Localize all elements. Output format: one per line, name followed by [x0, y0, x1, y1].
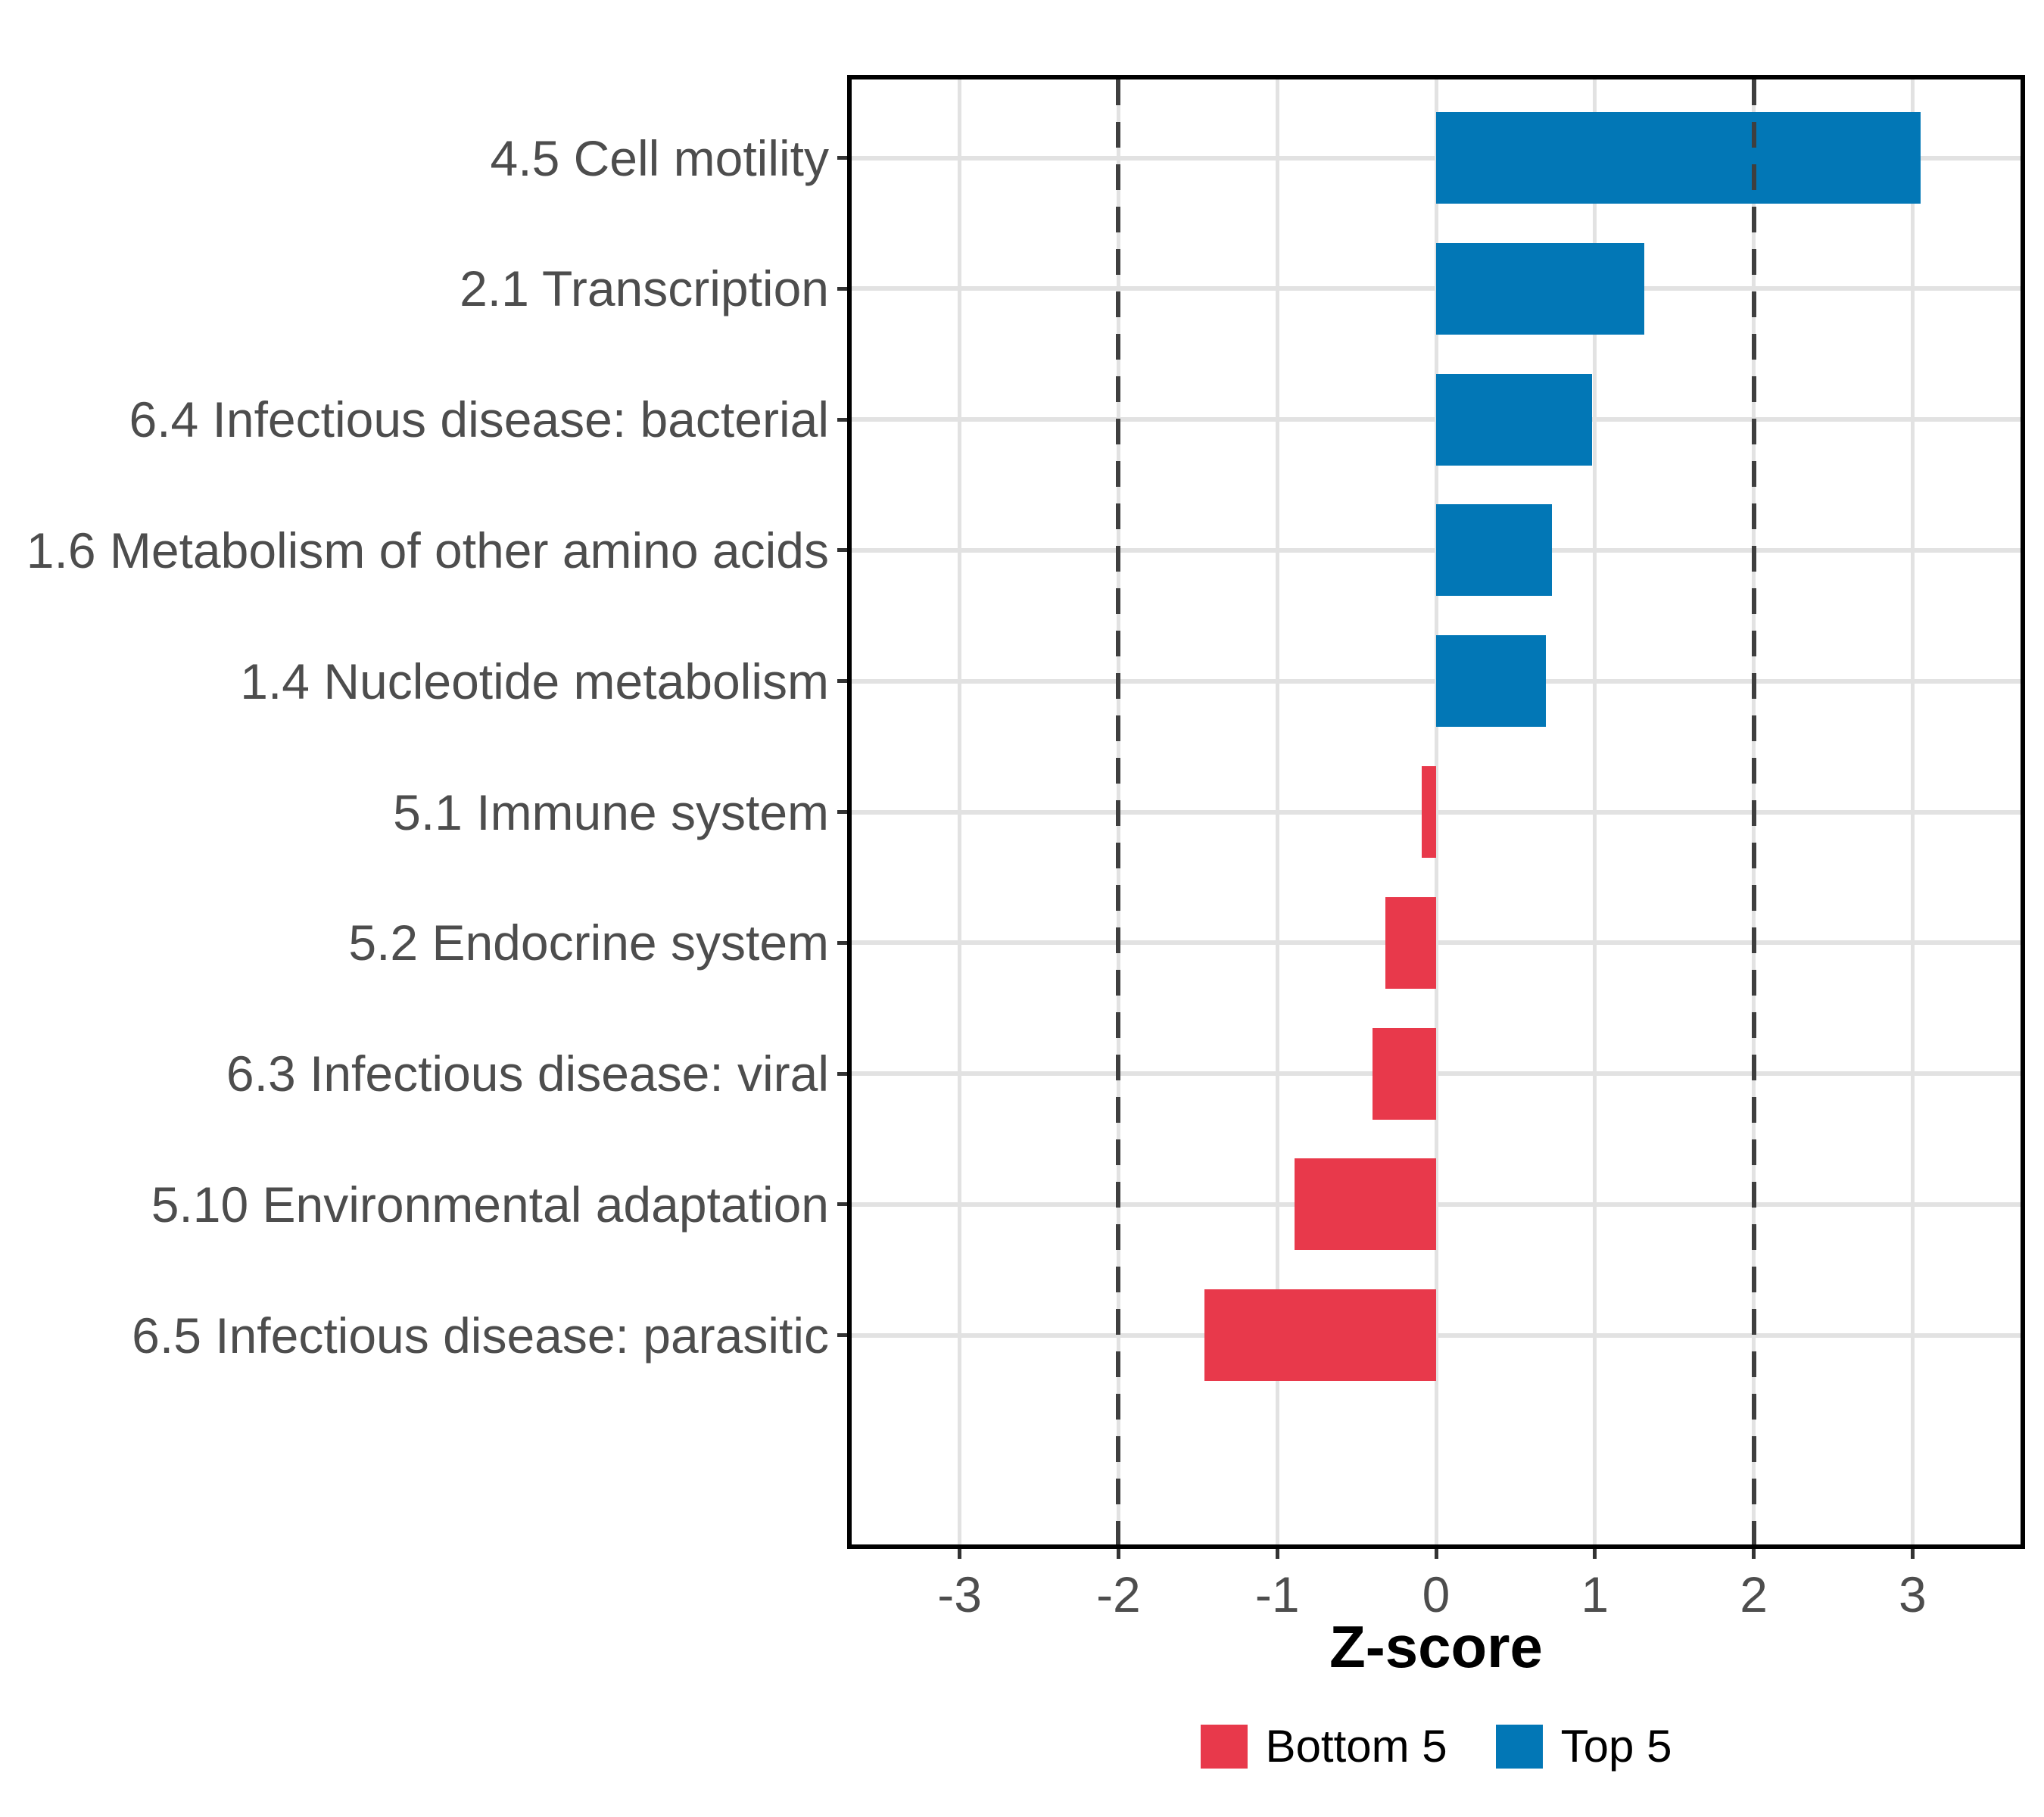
x-axis-tick	[1275, 1549, 1279, 1559]
y-axis-tick	[837, 1202, 847, 1207]
bar-5-10-environmental-adaptation	[1295, 1158, 1436, 1251]
y-axis-tick	[837, 1333, 847, 1338]
bar-6-5-infectious-disease-parasitic	[1204, 1289, 1436, 1382]
x-axis-tick	[958, 1549, 962, 1559]
y-axis-tick	[837, 679, 847, 684]
y-axis-tick	[837, 286, 847, 291]
x-axis-tick	[1434, 1549, 1438, 1559]
legend-swatch	[1200, 1725, 1248, 1769]
legend-label: Bottom 5	[1265, 1721, 1447, 1772]
y-axis-tick	[837, 1071, 847, 1076]
gridline-vertical	[1910, 79, 1915, 1544]
gridline-vertical	[1434, 79, 1438, 1544]
x-tick-label: 1	[1581, 1566, 1609, 1622]
gridline-vertical	[1593, 79, 1597, 1544]
y-tick-label: 2.1 Transcription	[460, 260, 829, 317]
gridline-vertical	[958, 79, 962, 1544]
legend-swatch	[1495, 1725, 1543, 1769]
y-tick-label: 6.5 Infectious disease: parasitic	[132, 1307, 829, 1364]
reference-line	[1116, 79, 1121, 1544]
bar-6-3-infectious-disease-viral	[1373, 1027, 1436, 1120]
y-axis-tick	[837, 810, 847, 814]
y-tick-label: 6.4 Infectious disease: bacterial	[129, 391, 829, 448]
bar-1-6-metabolism-of-other-amino-acids	[1436, 504, 1553, 597]
x-tick-label: -2	[1096, 1566, 1141, 1622]
x-tick-label: 0	[1422, 1566, 1450, 1622]
y-axis-tick	[837, 548, 847, 553]
bar-2-1-transcription	[1436, 242, 1644, 335]
y-tick-label: 4.5 Cell motility	[490, 129, 829, 186]
bar-5-2-endocrine-system	[1385, 896, 1436, 989]
x-axis-tick	[1910, 1549, 1915, 1559]
x-tick-label: -1	[1254, 1566, 1300, 1622]
y-tick-label: 1.4 Nucleotide metabolism	[240, 653, 829, 709]
legend-item: Top 5	[1495, 1721, 1672, 1772]
y-tick-label: 5.10 Environmental adaptation	[151, 1176, 829, 1233]
legend-label: Top 5	[1560, 1721, 1672, 1772]
legend: Bottom 5 Top 5	[847, 1720, 2025, 1773]
x-axis-tick	[1116, 1549, 1120, 1559]
bar-6-4-infectious-disease-bacterial	[1436, 373, 1592, 466]
reference-line	[1751, 79, 1756, 1544]
x-tick-label: -3	[937, 1566, 982, 1622]
y-axis-tick	[837, 156, 847, 161]
y-tick-label: 6.3 Infectious disease: viral	[226, 1046, 829, 1102]
x-tick-label: 3	[1898, 1566, 1927, 1622]
x-axis-title: Z-score	[1329, 1613, 1543, 1680]
plot-panel	[847, 75, 2025, 1549]
y-axis-tick	[837, 417, 847, 422]
x-axis-tick	[1752, 1549, 1756, 1559]
bar-5-1-immune-system	[1422, 766, 1436, 858]
bar-1-4-nucleotide-metabolism	[1436, 635, 1546, 728]
x-axis-tick	[1593, 1549, 1597, 1559]
x-tick-label: 2	[1740, 1566, 1768, 1622]
y-tick-label: 5.1 Immune system	[393, 784, 829, 840]
y-tick-label: 5.2 Endocrine system	[348, 915, 829, 971]
bar-4-5-cell-motility	[1436, 112, 1921, 204]
legend-item: Bottom 5	[1200, 1721, 1447, 1772]
y-tick-label: 1.6 Metabolism of other amino acids	[26, 522, 829, 578]
y-axis-tick	[837, 940, 847, 945]
gridline-vertical	[1275, 79, 1279, 1544]
